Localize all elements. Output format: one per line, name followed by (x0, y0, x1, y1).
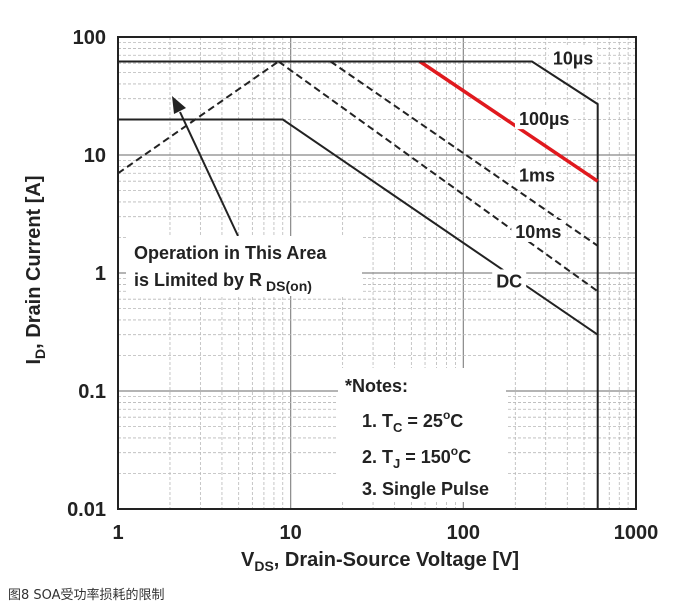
arrow-head (172, 96, 186, 114)
curve-label: 100µs (519, 109, 569, 129)
y-tick-label: 100 (73, 27, 106, 49)
curve-label-bg (514, 107, 574, 130)
x-tick-label: 1 (112, 522, 123, 544)
figure-caption: 图8 SOA受功率损耗的限制 (8, 588, 165, 603)
x-axis-label: VDS, Drain-Source Voltage [V] (241, 549, 519, 574)
curve-rds-on-limit (117, 60, 280, 175)
notes-title: *Notes: (345, 376, 408, 396)
y-tick-label: 10 (84, 145, 106, 167)
curve-label-bg (492, 269, 527, 292)
curve-dc (118, 118, 599, 336)
curve-label: 1ms (519, 166, 555, 186)
y-tick-label: 1 (95, 263, 106, 285)
curves (117, 60, 599, 509)
curve-labels: 10µs 100µs 1ms 10ms DC (492, 46, 598, 292)
note-1: 1. TC = 25oC (362, 408, 463, 435)
soa-chart: 1 10 100 1000 100 10 1 0.1 0.01 10µs 100µs 1ms 10m… (23, 27, 658, 574)
notes-bg (338, 368, 506, 502)
curve-label-bg (514, 163, 560, 186)
curve-label: 10µs (553, 48, 593, 68)
annotation-bg (126, 236, 362, 296)
curve-1ms (329, 60, 599, 247)
note-2: 2. TJ = 150oC (362, 444, 471, 471)
annotation-line-2: is Limited by R DS(on) (134, 270, 312, 294)
x-tick-labels: 1 10 100 1000 (112, 522, 658, 544)
curve-label-bg (511, 219, 566, 242)
annotation-line-1: Operation in This Area (134, 243, 327, 263)
y-tick-label: 0.01 (67, 499, 106, 521)
plot-frame (117, 36, 637, 510)
arrow-shaft (179, 111, 239, 237)
note-3: 3. Single Pulse (362, 479, 489, 499)
annotation-arrow (172, 96, 239, 237)
curve-label-bg (548, 46, 598, 69)
x-tick-label: 100 (447, 522, 480, 544)
curve-100-s (418, 60, 599, 183)
curve-label: DC (496, 271, 522, 291)
y-axis-label: ID, Drain Current [A] (23, 175, 48, 364)
x-tick-label: 10 (280, 522, 302, 544)
curve-label: 10ms (515, 222, 561, 242)
y-tick-labels: 100 10 1 0.1 0.01 (67, 27, 106, 521)
y-tick-label: 0.1 (78, 381, 106, 403)
x-tick-label: 1000 (614, 522, 659, 544)
